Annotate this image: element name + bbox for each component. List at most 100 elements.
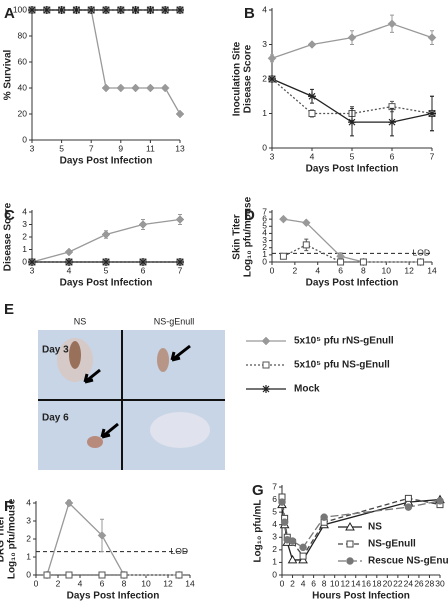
- x-tick-label: 16: [362, 578, 372, 588]
- y-tick-label: 1: [272, 557, 277, 567]
- y-tick-label: 3: [262, 235, 267, 245]
- panel-label: D: [244, 207, 255, 224]
- x-tick-label: 10: [330, 578, 340, 588]
- tissue: [150, 412, 210, 448]
- marker: [98, 571, 106, 579]
- y-tick-label: 2: [262, 73, 267, 83]
- histology-panel: E NS NS-gEnull Day 3 Day 6: [4, 301, 225, 470]
- legend-marker: [262, 385, 270, 393]
- x-tick-label: 11: [146, 143, 155, 153]
- x-tick-label: 0: [34, 578, 39, 588]
- x-tick-label: 4: [67, 265, 72, 275]
- marker: [267, 53, 277, 63]
- legend-label: Mock: [294, 384, 320, 395]
- y-tick-label: 4: [262, 4, 267, 14]
- y-tick-label: 2: [272, 544, 277, 554]
- marker: [347, 33, 357, 42]
- legend-label: 5x10⁵ pfu NS-gEnull: [294, 360, 390, 371]
- marker: [404, 494, 412, 502]
- x-tick-label: 4: [301, 578, 306, 588]
- y-axis-title: Disease Score: [243, 44, 254, 113]
- x-tick-label: 6: [311, 578, 316, 588]
- panel-chart: B 0 1 2 3 4 3 4 5 6 7 Days Post Infection Inoculatio…: [232, 4, 437, 175]
- marker: [299, 543, 307, 552]
- marker: [160, 83, 170, 93]
- legend-label: NS-gEnull: [368, 539, 416, 550]
- y-tick-label: 5: [262, 221, 267, 231]
- marker: [278, 498, 286, 506]
- marker: [320, 513, 328, 521]
- marker: [279, 214, 288, 224]
- x-tick-label: 0: [280, 578, 285, 588]
- marker: [302, 241, 310, 249]
- marker: [348, 118, 356, 127]
- marker: [288, 537, 297, 545]
- series-line: [281, 498, 441, 561]
- y-tick-label: 80: [18, 30, 28, 40]
- marker: [337, 258, 345, 266]
- marker: [57, 6, 66, 14]
- x-tick-label: 4: [310, 151, 315, 161]
- x-tick-label: 14: [185, 578, 195, 588]
- x-tick-label: 9: [118, 143, 123, 153]
- x-tick-label: 2: [56, 578, 61, 588]
- marker: [287, 554, 298, 564]
- marker: [131, 6, 140, 14]
- y-tick-label: 3: [272, 532, 277, 542]
- marker: [299, 552, 307, 560]
- marker: [43, 571, 51, 579]
- marker: [301, 218, 311, 228]
- x-tick-label: 20: [383, 578, 393, 588]
- marker: [387, 19, 397, 29]
- x-tick-label: 13: [175, 143, 185, 153]
- x-tick-label: 28: [425, 578, 435, 588]
- marker: [279, 252, 287, 260]
- x-axis-title: Days Post Infection: [306, 278, 399, 289]
- x-tick-label: 30: [435, 578, 445, 588]
- marker: [101, 83, 111, 93]
- panel-label: F: [4, 498, 13, 515]
- marker: [308, 110, 316, 117]
- x-tick-label: 12: [404, 265, 414, 275]
- y-tick-label: 100: [13, 4, 27, 14]
- series-line: [283, 218, 421, 263]
- x-tick-label: 7: [430, 151, 435, 161]
- y-tick-label: 4: [262, 228, 267, 238]
- series-line: [31, 218, 181, 263]
- marker: [388, 118, 396, 127]
- series-line: [46, 501, 179, 576]
- y-tick-label: 20: [18, 108, 28, 118]
- y-tick-label: 60: [18, 56, 28, 66]
- y-tick-label: 3: [22, 219, 27, 229]
- x-tick-label: 8: [361, 265, 366, 275]
- x-tick-label: 5: [350, 151, 355, 161]
- x-tick-label: 12: [340, 578, 350, 588]
- marker: [102, 258, 110, 266]
- y-tick-label: 1: [262, 249, 267, 259]
- x-tick-label: 26: [414, 578, 424, 588]
- x-tick-label: 22: [393, 578, 403, 588]
- y-tick-label: 2: [26, 533, 31, 543]
- x-tick-label: 14: [427, 265, 437, 275]
- y-axis-title: Log₁₀ pfu/mouse: [7, 498, 18, 579]
- marker: [65, 571, 73, 579]
- y-tick-label: 6: [272, 494, 277, 504]
- marker: [131, 83, 140, 93]
- y-tick-label: 0: [26, 569, 31, 579]
- x-tick-label: 3: [270, 151, 275, 161]
- x-axis-title: Days Post Infection: [60, 156, 153, 167]
- y-tick-label: 2: [262, 242, 267, 252]
- marker: [116, 83, 126, 93]
- legend-marker: [346, 540, 354, 548]
- panel-label: C: [4, 207, 15, 224]
- row-label: Day 3: [42, 345, 69, 356]
- x-axis-title: Days Post Infection: [67, 591, 160, 602]
- y-tick-label: 6: [262, 213, 267, 223]
- y-tick-label: 4: [22, 206, 27, 216]
- marker: [146, 6, 155, 14]
- x-axis-title: Hours Post Infection: [312, 591, 410, 602]
- marker: [87, 6, 96, 14]
- y-tick-label: 1: [26, 551, 31, 561]
